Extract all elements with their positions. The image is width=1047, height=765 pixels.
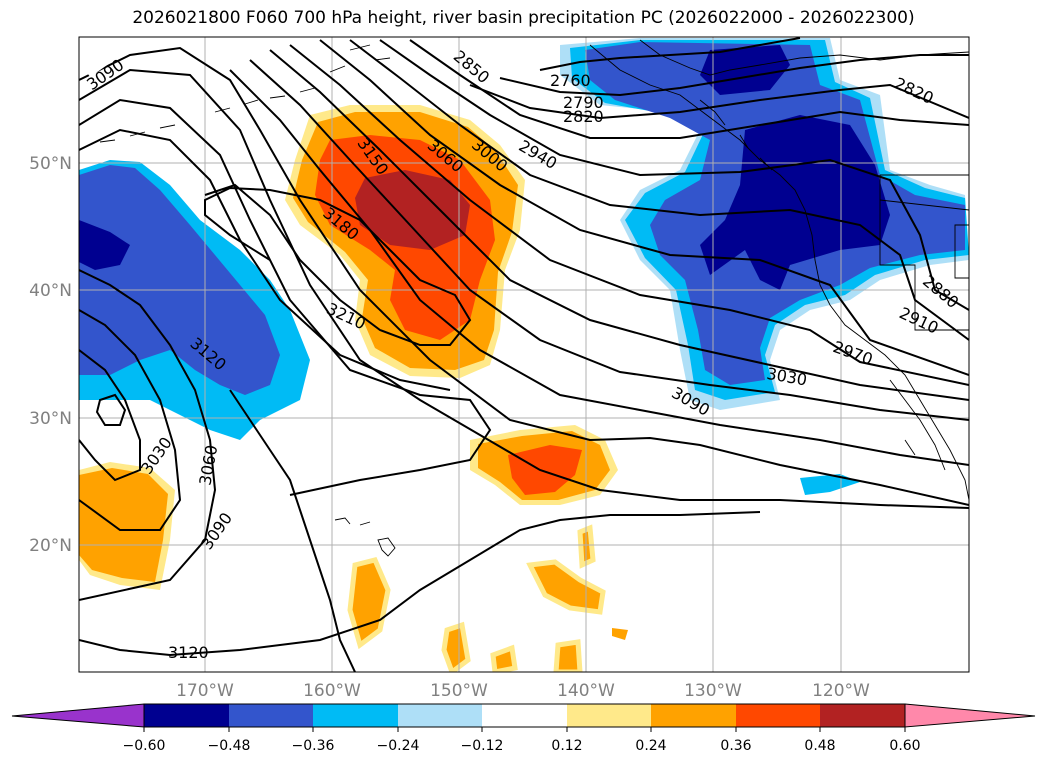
- contour-label: 3120: [168, 643, 209, 662]
- map-area: 3090 2850 2760 2790 2820 2820 3150 3060 …: [79, 37, 969, 672]
- pos-blob-5: [553, 639, 583, 672]
- lat-label: 40°N: [29, 281, 72, 301]
- pos-region-central-max: [355, 170, 470, 250]
- colorbar-swatch: [313, 704, 398, 727]
- colorbar-swatch: [482, 704, 567, 727]
- colorbar-tick-label: −0.24: [377, 738, 420, 754]
- lon-label: 130°W: [684, 681, 742, 701]
- neg-region-sw: [800, 474, 860, 495]
- colorbar-swatch: [651, 704, 736, 727]
- contour-west-3: [79, 349, 141, 482]
- contour-west-4: [95, 393, 127, 426]
- colorbar-tick-label: 0.24: [635, 738, 666, 754]
- contour-2910: [349, 39, 969, 341]
- colorbar-swatch: [736, 704, 820, 727]
- lon-label: 170°W: [176, 681, 234, 701]
- contour-2790: [499, 54, 969, 97]
- lon-axis: 170°W 160°W 150°W 140°W 130°W 120°W: [176, 681, 870, 701]
- contour-label: 2850: [450, 46, 493, 87]
- contour-3030: [249, 59, 969, 421]
- lat-label: 30°N: [29, 409, 72, 429]
- colorbar-tick-label: 0.36: [720, 738, 751, 754]
- contour-west-5: [229, 389, 356, 672]
- lon-label: 160°W: [303, 681, 361, 701]
- neg-region-north-max2: [700, 115, 890, 290]
- contour-label: 2970: [831, 337, 876, 369]
- colorbar-swatch: [567, 704, 651, 727]
- colorbar-swatch: [144, 704, 229, 727]
- pos-region-subtropical-strong: [508, 445, 582, 495]
- colorbar-swatch: [229, 704, 313, 727]
- coast-alaska: [639, 39, 969, 76]
- graticule: [79, 37, 969, 672]
- lat-label: 20°N: [29, 536, 72, 556]
- contour-2880: [379, 39, 969, 311]
- contour-west-2: [79, 309, 182, 531]
- colorbar-tick-label: −0.12: [461, 738, 504, 754]
- neg-region-west-max: [79, 220, 130, 270]
- colorbar-extend-low: [11, 703, 145, 728]
- pos-blob-7: [612, 628, 628, 640]
- contour-3090: [79, 46, 969, 506]
- height-contours: [79, 37, 969, 672]
- contour-label: 3030: [137, 433, 176, 477]
- colorbar: −0.60 −0.48 −0.36 −0.24 −0.12 0.12 0.24 …: [11, 703, 1036, 754]
- contour-label: 2820: [563, 107, 604, 126]
- contour-west-1: [79, 269, 217, 601]
- contour-label: 2910: [896, 303, 941, 337]
- pos-region-west-mid: [79, 468, 168, 582]
- neg-region-north-max: [700, 45, 790, 95]
- colorbar-swatch: [398, 704, 482, 727]
- pos-blob-4: [490, 644, 518, 672]
- contour-3120-main: [79, 68, 969, 509]
- coast-hawaii: [334, 517, 396, 557]
- colorbar-extend-high: [904, 703, 1036, 728]
- lat-axis: 50°N 40°N 30°N 20°N: [29, 154, 72, 556]
- contour-3210: [204, 183, 472, 346]
- lon-label: 150°W: [430, 681, 488, 701]
- lon-label: 140°W: [557, 681, 615, 701]
- map-title: 2026021800 F060 700 hPa height, river ba…: [132, 8, 915, 28]
- contour-3000: [269, 49, 969, 401]
- contour-label: 2790: [563, 93, 604, 112]
- neg-region-west-strong: [79, 165, 280, 395]
- colorbar-tick-label: 0.60: [889, 738, 920, 754]
- coast-north-america: [589, 44, 969, 501]
- contour-label: 3060: [196, 443, 222, 486]
- pos-blob-1: [347, 557, 391, 650]
- lon-label: 120°W: [812, 681, 870, 701]
- coast-baja: [889, 379, 946, 471]
- pos-blob-2: [526, 559, 606, 615]
- contour-3150: [79, 98, 492, 496]
- colorbar-tick-label: −0.48: [208, 738, 251, 754]
- colorbar-tick-label: 0.12: [551, 738, 582, 754]
- contour-2970: [289, 44, 969, 386]
- contour-label: 3090: [197, 509, 236, 553]
- contour-3060: [229, 69, 969, 466]
- lat-label: 50°N: [29, 154, 72, 174]
- map-frame: [78, 36, 970, 673]
- borders: [879, 174, 969, 331]
- colorbar-tick-label: 0.48: [804, 738, 835, 754]
- contour-3180: [79, 128, 451, 391]
- precip-shading: [79, 38, 969, 672]
- contour-label: 2820: [892, 73, 937, 107]
- pos-blob-3: [441, 621, 471, 672]
- colorbar-tick-label: −0.60: [123, 738, 166, 754]
- contour-2940: [319, 39, 969, 376]
- contour-label: 2760: [550, 71, 591, 90]
- colorbar-swatch: [820, 704, 905, 727]
- contour-label: 2880: [919, 271, 962, 312]
- colorbar-tick-label: −0.36: [292, 738, 335, 754]
- contour-2820: [469, 83, 969, 120]
- contour-2760: [539, 37, 801, 71]
- contour-south: [79, 511, 761, 657]
- contour-2850: [409, 39, 969, 139]
